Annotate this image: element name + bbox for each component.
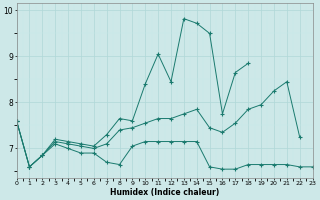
- X-axis label: Humidex (Indice chaleur): Humidex (Indice chaleur): [110, 188, 219, 197]
